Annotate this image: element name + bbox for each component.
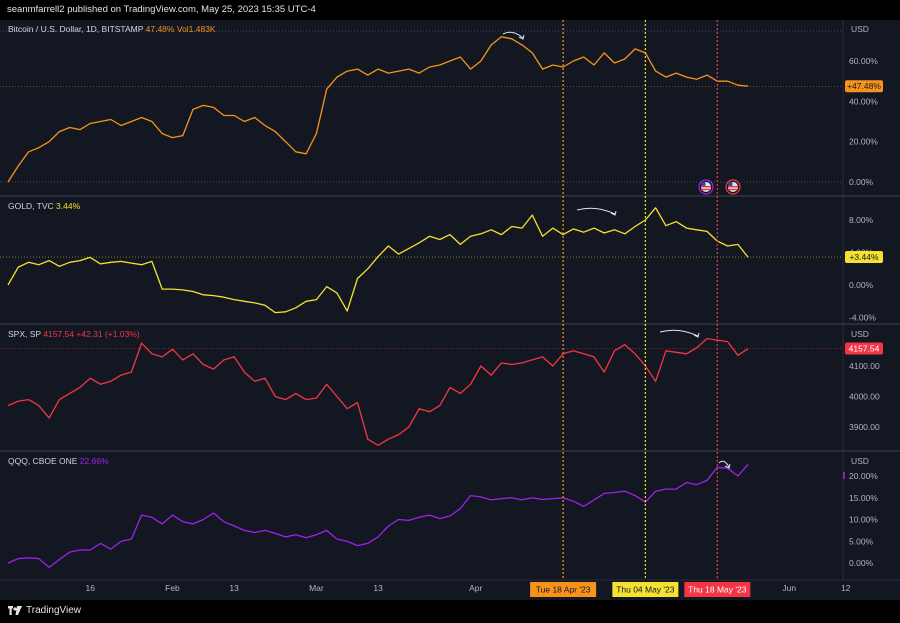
arrow-head (724, 463, 731, 469)
publish-header: seanmfarrell2 published on TradingView.c… (0, 0, 900, 20)
pane-1: GOLD, TVC 3.44% 8.00%4.00%0.00%-4.00%+3.… (0, 201, 883, 323)
annotation-arrow-icon (502, 31, 525, 40)
unit-label: USD (851, 24, 869, 34)
legend-0: Bitcoin / U.S. Dollar, 1D, BITSTAMP 47.4… (8, 24, 216, 34)
arrow-curve (576, 207, 616, 215)
price-tag-bg (845, 342, 883, 355)
price-tick-label: 4100.00 (849, 361, 880, 371)
arrow-curve (502, 31, 524, 39)
series-line-3 (7, 463, 749, 569)
legend-1: GOLD, TVC 3.44% (8, 201, 81, 211)
price-tag-label: 4157.54 (849, 343, 880, 353)
unit-label: USD (851, 329, 869, 339)
price-tick-label: 0.00% (849, 558, 874, 568)
arrow-head (518, 34, 525, 40)
tradingview-logo[interactable]: TradingView (8, 605, 81, 616)
annotation-arrow-icon (659, 329, 700, 338)
series-line-0 (7, 36, 749, 183)
price-tick-label: 4000.00 (849, 392, 880, 402)
legend-name: SPX, SP (8, 329, 43, 339)
time-tick-label: 13 (229, 583, 239, 593)
pane-3: QQQ, CBOE ONE 22.66% USD 20.00% 15.00% 10.0… (7, 456, 878, 569)
price-tick-label: 0.00% (849, 177, 874, 187)
legend-price: 4157.54 (43, 329, 76, 339)
pane-0: Bitcoin / U.S. Dollar, 1D, BITSTAMP 47.4… (0, 24, 883, 187)
time-marker-badge (612, 582, 679, 597)
flag-canton (728, 182, 733, 186)
legend-change: 47.48% (146, 24, 177, 34)
flag-stripe (728, 188, 738, 191)
time-tick-label: 13 (373, 583, 383, 593)
price-tag-label: +3.44% (849, 252, 879, 262)
flag-stripe (701, 188, 711, 191)
brand-name: TradingView (26, 605, 82, 616)
price-tick-label: 20.00% (849, 471, 878, 481)
time-tick-label: Feb (165, 583, 180, 593)
time-marker-badge (530, 582, 597, 597)
annotation-arrow-icon (718, 460, 731, 469)
flag-canton (701, 182, 706, 186)
legend-change: 3.44% (56, 201, 81, 211)
us-flag-icon (698, 179, 714, 195)
price-tick-label: 8.00% (849, 215, 874, 225)
price-tick-label: 10.00% (849, 515, 878, 525)
time-tick-label: 12 (841, 583, 851, 593)
legend-volume: Vol1.483K (177, 24, 216, 34)
unit-label: USD (851, 456, 869, 466)
price-tick-label: 20.00% (849, 137, 878, 147)
legend-change: +42.31 (+1.03%) (76, 329, 139, 339)
publish-text: seanmfarrell2 published on TradingView.c… (7, 4, 316, 15)
time-tick-label: Apr (469, 583, 482, 593)
flag-ring (725, 179, 741, 195)
price-tick-label: 40.00% (849, 96, 878, 106)
flag-ring (698, 179, 714, 195)
chart-canvas[interactable]: Bitcoin / U.S. Dollar, 1D, BITSTAMP 47.4… (0, 20, 900, 600)
legend-change: 22.66% (80, 456, 109, 466)
time-marker-badge (684, 582, 751, 597)
legend-name: GOLD, TVC (8, 201, 56, 211)
series-line-2 (7, 337, 749, 446)
arrow-curve (718, 460, 730, 468)
arrow-head (610, 210, 617, 216)
time-marker-label: Tue 18 Apr '23 (536, 585, 591, 595)
legend-name: QQQ, CBOE ONE (8, 456, 80, 466)
series-line-1 (7, 207, 749, 314)
price-tag-bg (845, 251, 883, 264)
legend-2: SPX, SP 4157.54 +42.31 (+1.03%) (8, 329, 140, 339)
price-tick-label: 3900.00 (849, 422, 880, 432)
footer-bar: TradingView (0, 600, 900, 623)
arrow-head (693, 332, 700, 338)
price-tag-label: +47.48% (847, 81, 881, 91)
arrow-curve (659, 329, 699, 337)
annotation-arrow-icon (576, 207, 617, 216)
flag-stripe (701, 186, 711, 188)
tradingview-icon (8, 606, 22, 615)
legend-3: QQQ, CBOE ONE 22.66% (8, 456, 109, 466)
time-marker-label: Thu 04 May '23 (616, 585, 675, 595)
time-tick-label: Jun (782, 583, 796, 593)
price-tick-label: -4.00% (849, 313, 876, 323)
us-flag-icon (725, 179, 741, 195)
time-marker-label: Thu 18 May '23 (688, 585, 747, 595)
legend-name: Bitcoin / U.S. Dollar, 1D, BITSTAMP (8, 24, 146, 34)
price-tick-label: 15.00% (849, 493, 878, 503)
time-tick-label: 16 (86, 583, 96, 593)
pane-2: SPX, SP 4157.54 +42.31 (+1.03%) USD 4100.… (0, 329, 883, 446)
flag-stripe (728, 186, 738, 188)
price-tick-label: 0.00% (849, 280, 874, 290)
price-tag-bg (845, 80, 883, 93)
price-tick-label: 60.00% (849, 56, 878, 66)
time-tick-label: Mar (309, 583, 324, 593)
price-tick-label: 5.00% (849, 536, 874, 546)
